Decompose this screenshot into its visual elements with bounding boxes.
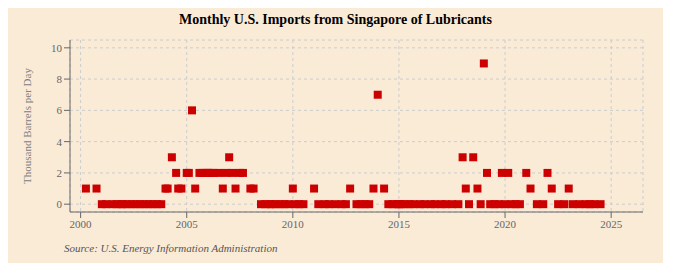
svg-text:4: 4 xyxy=(57,136,63,148)
svg-text:6: 6 xyxy=(57,104,63,116)
svg-text:2025: 2025 xyxy=(600,218,623,230)
svg-text:2005: 2005 xyxy=(176,218,199,230)
svg-text:10: 10 xyxy=(51,42,63,54)
svg-text:2010: 2010 xyxy=(282,218,305,230)
svg-text:8: 8 xyxy=(57,73,63,85)
html-text:Source: U.S. Energy Informatio: Source: U.S. Energy Information Administ… xyxy=(64,242,278,254)
svg-text:2000: 2000 xyxy=(70,218,93,230)
html-text:Monthly U.S. Imports from Sing: Monthly U.S. Imports from Singapore of L… xyxy=(179,12,492,27)
svg-text:0: 0 xyxy=(57,198,63,210)
svg-text:2020: 2020 xyxy=(494,218,517,230)
svg-text:2015: 2015 xyxy=(388,218,411,230)
svg-text:Thousand Barrels per Day: Thousand Barrels per Day xyxy=(21,68,33,184)
svg-text:2: 2 xyxy=(57,167,63,179)
